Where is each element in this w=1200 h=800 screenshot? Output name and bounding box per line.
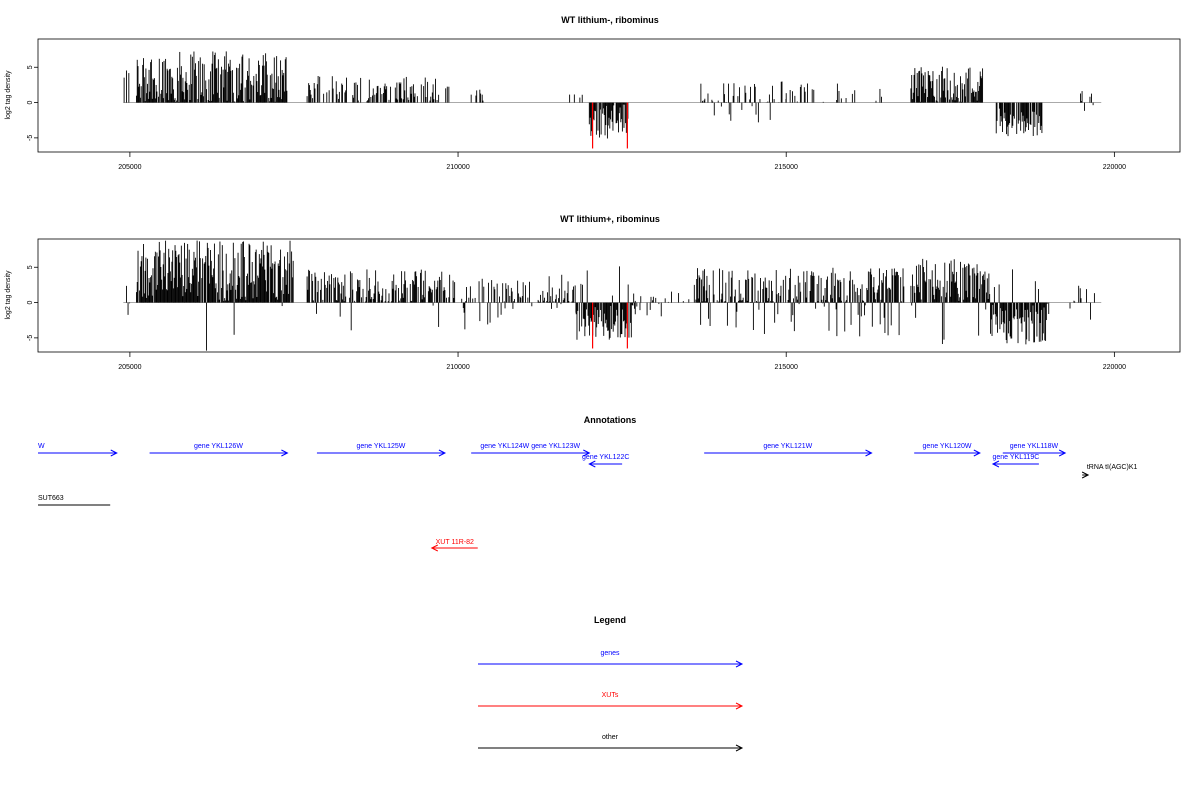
legend-item: XUTs bbox=[478, 692, 744, 710]
x-tick-label: 215000 bbox=[775, 364, 798, 371]
y-tick-label: 0 bbox=[27, 101, 34, 105]
annotation-feature: tRNA tI(AGC)K1 bbox=[1081, 464, 1138, 479]
annotation-feature: gene YKL126W bbox=[149, 443, 289, 457]
signal-bars bbox=[123, 51, 1102, 149]
x-tick-label: 205000 bbox=[118, 364, 141, 371]
y-axis-label: log2 tag density bbox=[5, 270, 12, 320]
annotation-feature: gene YKL122C bbox=[582, 454, 629, 468]
feature-label: gene YKL122C bbox=[582, 454, 629, 461]
feature-label: SUT663 bbox=[38, 495, 64, 502]
annotation-feature: gene YKL125W bbox=[316, 443, 447, 457]
arrow-head bbox=[865, 449, 873, 457]
legend-item: other bbox=[478, 734, 744, 752]
y-tick-label: 5 bbox=[27, 65, 34, 69]
arrow-head bbox=[281, 449, 289, 457]
feature-label: gene YKL120W bbox=[923, 443, 972, 450]
annotation-feature: gene YKL120W bbox=[914, 443, 981, 457]
feature-label: XUT 11R-82 bbox=[436, 539, 474, 546]
legend-title: Legend bbox=[594, 615, 626, 625]
arrow-head bbox=[1058, 449, 1067, 457]
signal-panel-lithium-minus: WT lithium-, ribominus log2 tag density … bbox=[5, 15, 1181, 171]
feature-label: tRNA tI(AGC)K1 bbox=[1087, 464, 1138, 471]
axis-ticks: -5 0 5 205000 210000 215000 220000 bbox=[27, 65, 1126, 171]
y-axis-label: log2 tag density bbox=[5, 70, 12, 120]
y-tick-label: 0 bbox=[27, 301, 34, 305]
panel-title: WT lithium+, ribominus bbox=[560, 214, 660, 224]
arrow-head bbox=[110, 449, 118, 457]
annotation-feature: gene YKL124W gene YKL123W bbox=[471, 443, 591, 457]
feature-label: gene YKL118W bbox=[1010, 443, 1059, 450]
legend-label: XUTs bbox=[602, 692, 619, 699]
x-tick-label: 205000 bbox=[118, 164, 141, 171]
annotation-feature: gene YKL119C bbox=[991, 454, 1039, 468]
legend: Legend genes XUTs other bbox=[478, 615, 744, 752]
x-tick-label: 210000 bbox=[446, 364, 469, 371]
legend-label: other bbox=[602, 734, 619, 741]
annotation-feature: gene YKL121W bbox=[704, 443, 873, 457]
plot-frame bbox=[37, 38, 1181, 153]
y-tick-label: -5 bbox=[27, 335, 34, 341]
arrow-head bbox=[1081, 471, 1090, 479]
arrow-head bbox=[973, 449, 981, 457]
x-tick-label: 210000 bbox=[446, 164, 469, 171]
legend-arrow-head bbox=[735, 744, 744, 752]
legend-item: genes bbox=[478, 650, 744, 668]
annotation-feature: gene YKL118W bbox=[1002, 443, 1067, 457]
arrow-head bbox=[588, 460, 596, 468]
feature-label: gene YKL126W bbox=[194, 443, 243, 450]
arrow-head bbox=[438, 449, 447, 457]
legend-arrow-head bbox=[735, 702, 744, 710]
annotation-feature: XUT 11R-82 bbox=[430, 539, 478, 552]
axis-ticks: -5 0 5 205000 210000 215000 220000 bbox=[27, 265, 1126, 371]
y-tick-label: -5 bbox=[27, 135, 34, 141]
feature-label: gene YKL125W bbox=[356, 443, 405, 450]
legend-items: genes XUTs other bbox=[478, 650, 744, 752]
y-tick-label: 5 bbox=[27, 265, 34, 269]
annotations-title: Annotations bbox=[584, 415, 637, 425]
x-tick-label: 220000 bbox=[1103, 164, 1126, 171]
legend-label: genes bbox=[600, 650, 620, 657]
annotation-feature: SUT663 bbox=[38, 495, 111, 506]
plot-frame bbox=[37, 238, 1181, 353]
panel-title: WT lithium-, ribominus bbox=[561, 15, 659, 25]
legend-arrow-head bbox=[735, 660, 744, 668]
feature-label: W bbox=[38, 443, 45, 450]
x-tick-label: 220000 bbox=[1103, 364, 1126, 371]
feature-label: gene YKL121W bbox=[763, 443, 812, 450]
arrow-head bbox=[991, 460, 1000, 468]
annotation-feature: W bbox=[38, 443, 118, 457]
signal-panel-lithium-plus: WT lithium+, ribominus log2 tag density … bbox=[5, 214, 1181, 371]
arrow-head bbox=[430, 544, 439, 552]
signal-bars bbox=[123, 240, 1102, 351]
arrow-head bbox=[583, 449, 591, 457]
feature-label: gene YKL119C bbox=[992, 454, 1039, 461]
x-tick-label: 215000 bbox=[775, 164, 798, 171]
feature-label: gene YKL124W gene YKL123W bbox=[480, 443, 580, 450]
